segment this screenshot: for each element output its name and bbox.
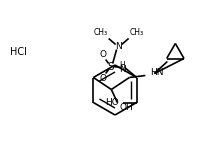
Text: N: N [115,42,122,51]
Text: N: N [119,65,126,74]
Text: HN: HN [150,68,164,77]
Text: HO: HO [105,98,119,107]
Text: O: O [99,50,106,59]
Text: H: H [119,61,125,70]
Text: OH: OH [119,103,133,112]
Text: CH₃: CH₃ [94,28,108,37]
Text: O: O [99,74,106,83]
Text: CH₃: CH₃ [130,28,144,37]
Text: S: S [107,61,114,72]
Text: HCl: HCl [10,47,26,57]
